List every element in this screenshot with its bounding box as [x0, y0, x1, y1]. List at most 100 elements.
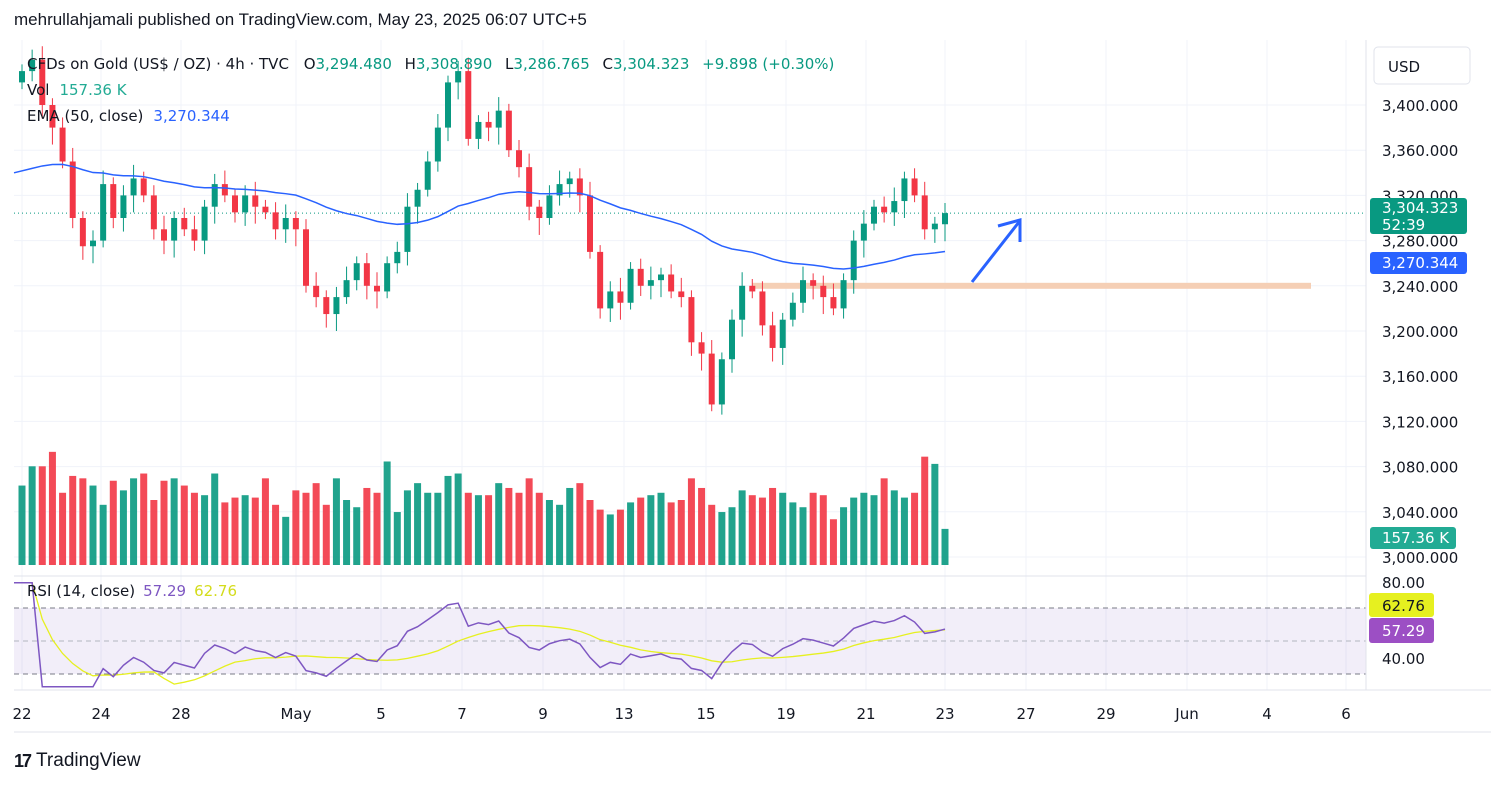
candle-body[interactable] — [384, 263, 391, 292]
candle-body[interactable] — [130, 178, 137, 196]
candle-body[interactable] — [282, 218, 289, 230]
candle-body[interactable] — [901, 178, 908, 202]
candle-body[interactable] — [242, 195, 249, 213]
candle-body[interactable] — [19, 71, 25, 83]
support-zone[interactable] — [752, 282, 1311, 289]
candle-body[interactable] — [789, 302, 796, 320]
candle-body[interactable] — [840, 280, 847, 309]
candle-body[interactable] — [658, 274, 664, 281]
candle-body[interactable] — [597, 251, 604, 309]
candle-body[interactable] — [942, 213, 948, 225]
candle-body[interactable] — [39, 59, 46, 105]
candle-body[interactable] — [414, 189, 421, 207]
candle-body[interactable] — [810, 280, 817, 286]
candle-body[interactable] — [617, 291, 624, 303]
candle-body[interactable] — [90, 240, 96, 247]
candle-body[interactable] — [29, 59, 36, 72]
candle-body[interactable] — [911, 178, 918, 196]
candle-body[interactable] — [424, 161, 431, 190]
currency-button[interactable] — [1373, 46, 1471, 85]
candle-body[interactable] — [333, 297, 340, 315]
candle-body[interactable] — [374, 285, 380, 292]
candle-body[interactable] — [505, 110, 512, 151]
candle-body[interactable] — [921, 195, 928, 230]
candle-body[interactable] — [536, 206, 543, 218]
volume-bar — [708, 504, 716, 565]
candle-body[interactable] — [343, 280, 350, 298]
candle-body[interactable] — [769, 325, 776, 348]
candle-body[interactable] — [637, 268, 644, 286]
arrow-annotation[interactable] — [970, 218, 1022, 283]
candle-body[interactable] — [860, 223, 867, 241]
candle-body[interactable] — [292, 218, 299, 230]
candle-body[interactable] — [485, 121, 492, 128]
candle-body[interactable] — [688, 297, 695, 343]
candle-body[interactable] — [313, 285, 320, 298]
candle-body[interactable] — [871, 206, 877, 224]
candle-body[interactable] — [607, 291, 614, 309]
candle-body[interactable] — [475, 121, 482, 139]
candle-body[interactable] — [434, 127, 441, 162]
candle-body[interactable] — [759, 291, 766, 326]
candle-body[interactable] — [729, 319, 735, 360]
candle-body[interactable] — [850, 240, 857, 281]
candle-body[interactable] — [556, 184, 563, 196]
candle-body[interactable] — [516, 150, 522, 168]
candle-body[interactable] — [363, 263, 370, 286]
candle-body[interactable] — [891, 201, 898, 213]
candle-body[interactable] — [708, 353, 715, 405]
candle-body[interactable] — [171, 218, 178, 241]
footer-brand[interactable]: 17 TradingView — [14, 750, 141, 772]
candle-body[interactable] — [698, 342, 705, 354]
candle-body[interactable] — [69, 161, 76, 219]
candle-body[interactable] — [303, 229, 309, 286]
candle-body[interactable] — [739, 285, 746, 320]
candle-body[interactable] — [749, 285, 756, 292]
price-axis: 3,400.0003,360.0003,320.0003,280.0003,24… — [1382, 97, 1458, 567]
candle-body[interactable] — [100, 184, 107, 241]
candle-body[interactable] — [830, 297, 837, 309]
candle-body[interactable] — [800, 280, 806, 303]
candle-body[interactable] — [445, 82, 451, 128]
candle-body[interactable] — [779, 319, 786, 348]
candle-body[interactable] — [931, 223, 938, 230]
candle-body[interactable] — [150, 195, 157, 230]
candle-body[interactable] — [627, 268, 634, 303]
candle-body[interactable] — [576, 178, 583, 196]
candle-body[interactable] — [546, 195, 553, 218]
candle-body[interactable] — [647, 280, 654, 286]
candle-body[interactable] — [181, 218, 188, 230]
candle-body[interactable] — [404, 206, 411, 252]
candle-body[interactable] — [353, 263, 360, 281]
candle-body[interactable] — [323, 297, 330, 315]
candle-body[interactable] — [566, 178, 573, 185]
candle-body[interactable] — [526, 167, 533, 207]
candle-body[interactable] — [455, 71, 462, 83]
candle-body[interactable] — [820, 285, 827, 298]
candle-body[interactable] — [678, 291, 685, 298]
candle-body[interactable] — [232, 195, 238, 213]
candle-body[interactable] — [161, 229, 167, 241]
candle-body[interactable] — [262, 206, 269, 213]
candle-body[interactable] — [587, 195, 593, 252]
candle-body[interactable] — [465, 71, 472, 139]
candle-body[interactable] — [881, 206, 888, 213]
candle-body[interactable] — [140, 178, 147, 196]
candle-body[interactable] — [252, 195, 259, 207]
candle-body[interactable] — [120, 195, 127, 218]
candle-body[interactable] — [49, 105, 56, 128]
candle-body[interactable] — [272, 212, 279, 230]
candle-body[interactable] — [79, 218, 86, 247]
candle-body[interactable] — [110, 184, 117, 218]
candle-body[interactable] — [718, 359, 725, 405]
candle-body[interactable] — [221, 184, 228, 196]
candle-body[interactable] — [668, 274, 675, 292]
candle-body[interactable] — [201, 206, 208, 241]
candle-body[interactable] — [495, 110, 502, 128]
candle-body[interactable] — [191, 229, 198, 241]
candle-body[interactable] — [59, 127, 66, 162]
candle-body[interactable] — [211, 184, 218, 207]
volume-bar — [718, 512, 726, 565]
candle-body[interactable] — [394, 251, 401, 264]
